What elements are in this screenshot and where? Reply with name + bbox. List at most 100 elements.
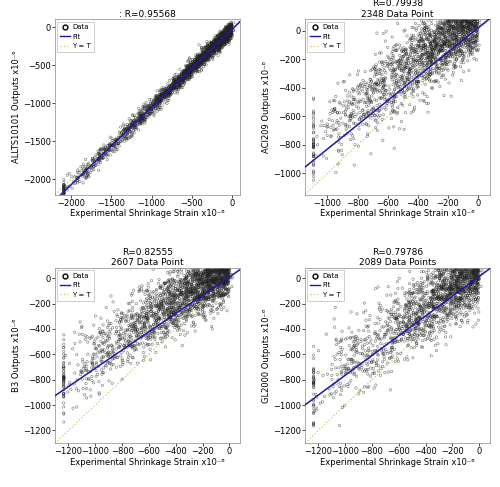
Point <box>347 376 355 384</box>
Point <box>222 32 230 40</box>
Legend: Data, Fit, Y = T: Data, Fit, Y = T <box>57 21 94 52</box>
Point <box>374 362 382 370</box>
Point <box>192 55 200 63</box>
Point <box>474 265 482 273</box>
Point <box>167 85 175 93</box>
Point <box>220 268 228 276</box>
Point <box>117 131 125 139</box>
Point <box>461 284 469 292</box>
Point <box>445 26 453 34</box>
Point <box>213 305 221 313</box>
Point <box>227 19 235 27</box>
Point <box>474 268 482 276</box>
Point <box>182 70 190 77</box>
Point <box>204 286 212 294</box>
Point <box>150 102 158 110</box>
Point <box>457 295 465 303</box>
Point <box>219 32 227 40</box>
Point <box>210 43 218 51</box>
Point <box>200 291 208 299</box>
Point <box>196 53 203 61</box>
Point <box>191 56 199 64</box>
Point <box>217 276 225 283</box>
Point <box>434 24 442 32</box>
Point <box>184 66 192 74</box>
Point <box>397 337 405 344</box>
Point <box>198 279 206 287</box>
Point <box>200 286 207 294</box>
Point <box>196 299 204 307</box>
Point <box>452 313 460 320</box>
Point <box>216 275 224 283</box>
Point <box>211 283 219 291</box>
Point <box>178 289 186 297</box>
Point <box>60 386 68 394</box>
Point <box>60 390 68 398</box>
Point <box>209 290 217 298</box>
Point <box>210 279 218 286</box>
Point <box>429 301 437 309</box>
Point <box>204 277 212 284</box>
Point <box>215 41 223 49</box>
Point <box>450 289 458 297</box>
Point <box>442 297 450 304</box>
Point <box>224 22 232 30</box>
Point <box>456 46 464 54</box>
Point <box>436 30 444 38</box>
Point <box>226 272 234 280</box>
Point <box>60 374 68 381</box>
Point <box>198 55 206 62</box>
Point <box>389 107 397 115</box>
Point <box>220 282 228 290</box>
Point <box>221 41 229 49</box>
Point <box>114 133 122 141</box>
Point <box>471 33 479 40</box>
Point <box>332 119 340 127</box>
Point <box>464 24 472 32</box>
Point <box>399 315 407 323</box>
Point <box>412 316 420 323</box>
Point <box>183 295 191 303</box>
Point <box>204 290 212 298</box>
Point <box>208 303 216 311</box>
Point <box>456 268 464 276</box>
Point <box>198 303 206 311</box>
Point <box>170 84 178 92</box>
Point <box>216 47 224 55</box>
Point <box>85 172 93 180</box>
Point <box>192 57 200 65</box>
Point <box>197 275 205 283</box>
Point <box>60 368 68 376</box>
Point <box>210 267 218 275</box>
Point <box>192 303 200 311</box>
Point <box>168 87 175 94</box>
Point <box>446 278 454 286</box>
Point <box>388 114 396 122</box>
Point <box>169 84 177 92</box>
Point <box>458 40 466 48</box>
Point <box>460 277 468 285</box>
Point <box>216 277 224 285</box>
Point <box>101 349 109 356</box>
Point <box>60 182 68 190</box>
Point <box>401 64 409 72</box>
Point <box>220 29 228 37</box>
Point <box>372 335 380 342</box>
Point <box>122 126 130 133</box>
Point <box>347 367 355 375</box>
Point <box>224 39 232 47</box>
Point <box>168 83 175 91</box>
Point <box>224 278 232 285</box>
Point <box>428 295 436 302</box>
Point <box>126 128 134 136</box>
Point <box>215 288 223 296</box>
Point <box>212 43 220 51</box>
Point <box>90 355 98 363</box>
Point <box>68 185 76 192</box>
Point <box>140 114 148 122</box>
Point <box>365 347 373 355</box>
Point <box>210 286 218 294</box>
Point <box>82 163 90 170</box>
Point <box>438 285 446 293</box>
Point <box>458 284 466 292</box>
